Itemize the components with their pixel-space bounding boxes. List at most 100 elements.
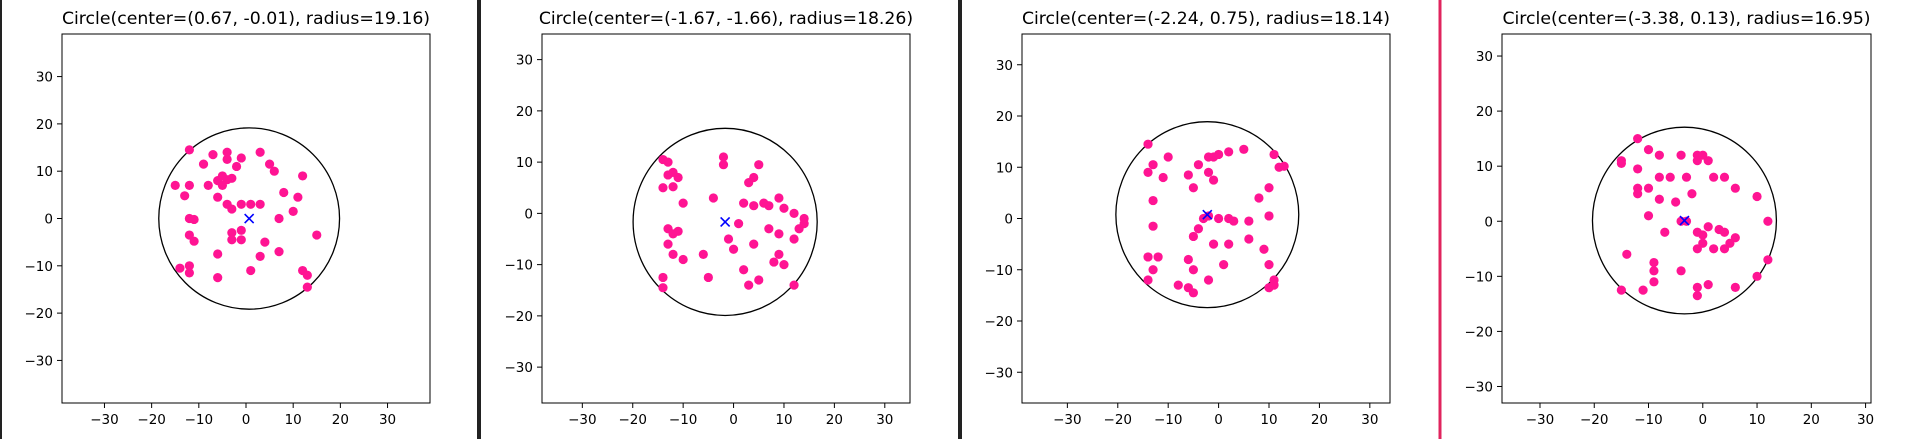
data-point: [1229, 216, 1239, 226]
x-tick-label: 10: [1748, 412, 1765, 428]
data-point: [1188, 231, 1198, 242]
data-point: [1654, 150, 1664, 160]
data-point: [279, 187, 289, 198]
data-point: [1681, 172, 1692, 182]
y-tick-label: −10: [985, 263, 1014, 279]
data-point: [298, 171, 308, 181]
data-point: [175, 263, 185, 273]
chart-title: Circle(center=(-3.38, 0.13), radius=16.9…: [1502, 9, 1870, 29]
data-point: [1654, 194, 1664, 204]
y-tick-label: 20: [1476, 104, 1493, 120]
data-point: [703, 272, 713, 283]
x-tick-label: −10: [185, 412, 214, 428]
chart-panel-3: Circle(center=(-2.24, 0.75), radius=18.1…: [985, 9, 1391, 428]
data-point: [1703, 156, 1713, 166]
data-point: [718, 160, 729, 170]
data-point: [1687, 189, 1697, 199]
data-point: [764, 224, 774, 234]
data-point: [255, 251, 265, 261]
data-point: [1730, 183, 1740, 193]
data-point: [231, 161, 242, 172]
data-point: [189, 236, 199, 246]
data-point: [728, 244, 739, 254]
data-point: [1269, 149, 1279, 160]
data-point: [1719, 227, 1730, 237]
enclosing-circle: [632, 127, 818, 317]
data-point: [744, 280, 754, 290]
data-point: [1224, 239, 1234, 249]
data-point: [1643, 183, 1654, 193]
chart-title: Circle(center=(0.67, -0.01), radius=19.1…: [62, 9, 430, 29]
data-point: [799, 219, 809, 229]
data-point: [749, 239, 759, 249]
data-point: [1681, 216, 1692, 226]
data-point: [754, 160, 764, 170]
data-point: [673, 172, 683, 183]
axes-frame: [1501, 33, 1872, 404]
x-tick-label: 20: [1311, 412, 1328, 428]
data-point: [1703, 279, 1713, 290]
data-point: [1244, 216, 1254, 226]
y-tick-label: 10: [1476, 159, 1493, 175]
data-point: [1692, 291, 1702, 301]
data-point: [1709, 244, 1719, 254]
data-point: [1203, 275, 1214, 285]
x-tick-label: 30: [379, 412, 396, 428]
x-tick-label: 0: [1214, 412, 1223, 428]
data-point: [1183, 170, 1193, 180]
data-point: [1158, 172, 1168, 183]
data-point: [1616, 158, 1626, 169]
data-point: [1649, 277, 1659, 287]
data-point: [1763, 216, 1773, 226]
x-tick-label: −10: [1634, 412, 1663, 428]
y-tick-label: −30: [1465, 379, 1494, 395]
x-tick-label: −20: [137, 412, 166, 428]
y-tick-label: −10: [25, 259, 54, 275]
x-tick-label: 30: [1857, 412, 1874, 428]
center-marker-stroke: [1202, 209, 1213, 220]
data-point: [1665, 172, 1675, 182]
data-point: [227, 204, 237, 214]
data-point: [1279, 161, 1289, 171]
data-point: [1254, 193, 1264, 203]
data-point: [668, 249, 678, 259]
data-point: [288, 206, 298, 217]
data-point: [774, 193, 784, 203]
data-point: [663, 157, 673, 167]
data-point: [1633, 164, 1643, 174]
data-point: [1643, 211, 1654, 221]
data-point: [734, 219, 744, 229]
data-point: [1183, 254, 1193, 265]
data-point: [739, 198, 749, 208]
data-point: [1188, 288, 1198, 298]
x-tick-label: 30: [1361, 412, 1378, 428]
data-point: [1193, 160, 1204, 170]
x-tick-label: 30: [876, 412, 893, 428]
center-marker: [1202, 209, 1213, 220]
data-point: [678, 254, 688, 265]
y-tick-label: 0: [524, 206, 533, 222]
y-tick-label: −20: [505, 309, 534, 325]
data-point: [1264, 211, 1274, 221]
data-point: [246, 265, 256, 276]
data-point: [774, 229, 784, 239]
data-point: [260, 237, 270, 247]
data-point: [1203, 167, 1214, 177]
center-marker-stroke: [720, 216, 731, 227]
x-tick-label: −30: [90, 412, 119, 428]
data-point: [739, 265, 749, 275]
data-point: [1676, 150, 1686, 160]
data-point: [1616, 285, 1626, 295]
y-tick-label: −30: [985, 365, 1014, 381]
data-point: [1654, 172, 1664, 182]
data-point: [1638, 285, 1648, 295]
data-point: [246, 199, 256, 209]
enclosing-circle: [1115, 121, 1300, 309]
data-point: [1264, 183, 1274, 193]
data-point: [236, 225, 246, 235]
y-tick-label: 30: [516, 53, 533, 69]
data-point: [658, 283, 668, 293]
center-marker-stroke: [1679, 215, 1690, 226]
data-point: [213, 192, 223, 202]
data-point: [1676, 266, 1686, 276]
